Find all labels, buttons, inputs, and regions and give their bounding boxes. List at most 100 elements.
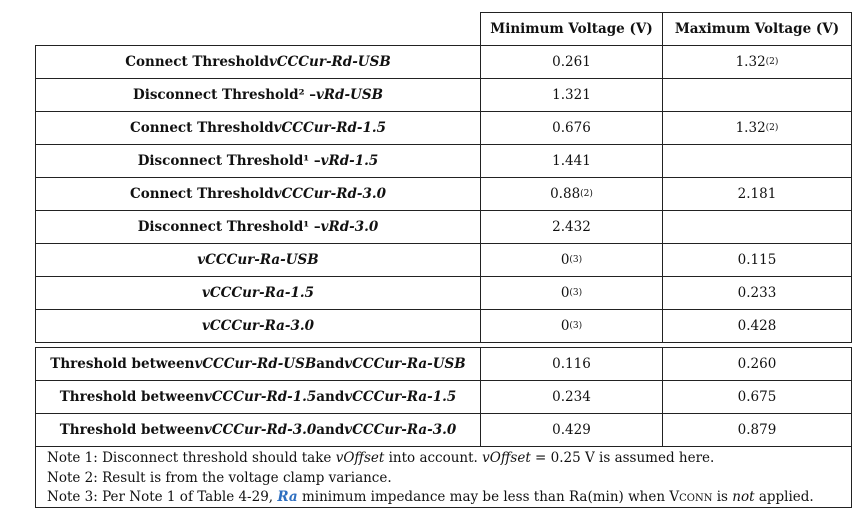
text-run: and (316, 422, 345, 438)
value-cell (662, 78, 852, 112)
value-cell: 0 (3) (480, 243, 663, 277)
text-run: vCCCur-Rd-3.0 (203, 422, 317, 438)
value-cell: 0.675 (662, 380, 852, 414)
text-run: Ra (277, 489, 298, 505)
footnote-ref: (2) (580, 189, 593, 199)
value: 0.676 (552, 120, 591, 136)
value: 0.234 (552, 389, 591, 405)
text-run: vCCCur-Rd-3.0 (273, 186, 387, 202)
value-cell: 1.32 (2) (662, 111, 852, 145)
row-label: Threshold between vCCCur-Rd-USB and vCCC… (35, 347, 481, 381)
row-label: vCCCur-Ra-1.5 (35, 276, 481, 310)
text-run: vCCCur-Rd-USB (194, 356, 317, 372)
value: 0.115 (737, 252, 777, 268)
text-run: vCCCur-Rd-1.5 (203, 389, 317, 405)
value: 1.441 (552, 153, 591, 169)
text-run: Threshold between (59, 422, 204, 438)
text-run: into account. (384, 450, 483, 466)
value: 2.432 (552, 219, 591, 235)
value: 0.233 (737, 285, 777, 301)
text-run: vOffset (482, 450, 531, 466)
footnote-ref: (3) (569, 321, 583, 331)
text-run: Note 3: Per Note 1 of Table 4-29, (47, 489, 278, 505)
text-run: vCCCur-Ra-3.0 (344, 422, 457, 438)
value-cell (662, 144, 852, 178)
text-run: not (732, 489, 755, 505)
value: 1.32 (735, 120, 766, 136)
value: 0.675 (737, 389, 777, 405)
header-min: Minimum Voltage (V) (480, 12, 663, 46)
value: 0.116 (552, 356, 591, 372)
row-label: Connect Threshold vCCCur-Rd-3.0 (35, 177, 481, 211)
footnote-ref: (3) (569, 288, 583, 298)
footnote-ref: (2) (765, 57, 779, 67)
row-label: Disconnect Threshold¹ – vRd-3.0 (35, 210, 481, 244)
text-run: and (316, 356, 345, 372)
value-cell: 0.261 (480, 45, 663, 79)
value-cell: 2.432 (480, 210, 663, 244)
text-run: and (316, 389, 345, 405)
text-run: vCCCur-Rd-USB (268, 54, 391, 70)
value-cell: 0.879 (662, 413, 852, 447)
text-run: minimum impedance may be less than Ra(mi… (297, 489, 680, 505)
text-run: vCCCur-Ra-1.5 (344, 389, 457, 405)
value: 0.879 (737, 422, 777, 438)
value-cell: 2.181 (662, 177, 852, 211)
text-run: vCCCur-Rd-1.5 (273, 120, 387, 136)
value: 0.88 (550, 186, 581, 202)
text-run: Disconnect Threshold¹ – (137, 153, 321, 169)
value: 0.260 (737, 356, 777, 372)
value: 0.429 (552, 422, 591, 438)
text-run: = 0.25 V is assumed here. (530, 450, 715, 466)
header-max: Maximum Voltage (V) (662, 12, 852, 46)
row-label: vCCCur-Ra-USB (35, 243, 481, 277)
value: 0 (560, 285, 570, 301)
text-run: Connect Threshold (125, 54, 269, 70)
value: 0 (560, 252, 570, 268)
value: 0.261 (552, 54, 591, 70)
value-cell: 0.88 (2) (480, 177, 663, 211)
row-label: vCCCur-Ra-3.0 (35, 309, 481, 343)
text-run: Disconnect Threshold² – (133, 87, 316, 103)
value-cell: 0.428 (662, 309, 852, 343)
value-cell: 0.429 (480, 413, 663, 447)
value: 2.181 (737, 186, 777, 202)
value: 0 (560, 318, 570, 334)
text-run: vRd-USB (315, 87, 383, 103)
text-run: applied. (754, 489, 814, 505)
value-cell: 1.441 (480, 144, 663, 178)
text-run: vRd-3.0 (320, 219, 379, 235)
row-label: Disconnect Threshold² – vRd-USB (35, 78, 481, 112)
row-label: Threshold between vCCCur-Rd-3.0 and vCCC… (35, 413, 481, 447)
text-run: CONN (679, 493, 713, 504)
notes: Note 1: Disconnect threshold should take… (35, 446, 852, 508)
text-run: Note 1: Disconnect threshold should take (47, 450, 336, 466)
text-run: vOffset (335, 450, 385, 466)
value-cell: 1.321 (480, 78, 663, 112)
row-label: Threshold between vCCCur-Rd-1.5 and vCCC… (35, 380, 481, 414)
value-cell: 0 (3) (480, 276, 663, 310)
note: Note 1: Disconnect threshold should take… (47, 449, 851, 469)
footnote-ref: (2) (765, 123, 779, 133)
text-run: vCCCur-Ra-1.5 (202, 285, 314, 301)
text-run: Note 2: Result is from the voltage clamp… (47, 469, 392, 486)
value-cell: 0.115 (662, 243, 852, 277)
value: 1.321 (552, 87, 591, 103)
text-run: vRd-1.5 (320, 153, 379, 169)
value: 1.32 (735, 54, 766, 70)
text-run: vCCCur-Ra-USB (344, 356, 466, 372)
value-cell: 0.233 (662, 276, 852, 310)
value-cell: 0.116 (480, 347, 663, 381)
text-run: Disconnect Threshold¹ – (137, 219, 321, 235)
text-run: Threshold between (50, 356, 195, 372)
footnote-ref: (3) (569, 255, 583, 265)
row-label: Connect Threshold vCCCur-Rd-USB (35, 45, 481, 79)
text-run: vCCCur-Ra-USB (197, 252, 319, 268)
text-run: Threshold between (59, 389, 204, 405)
value-cell: 0.234 (480, 380, 663, 414)
text-run: Connect Threshold (129, 186, 274, 202)
note: Note 2: Result is from the voltage clamp… (47, 469, 851, 489)
value-cell (662, 210, 852, 244)
note: Note 3: Per Note 1 of Table 4-29, Ra min… (47, 488, 851, 509)
